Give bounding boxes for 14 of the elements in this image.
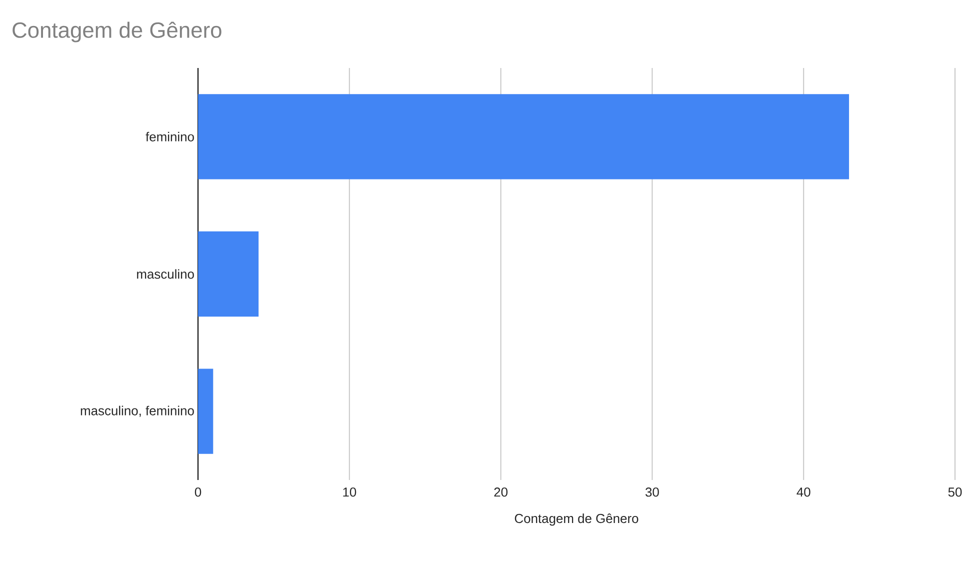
bar [198, 94, 850, 180]
x-tick-label: 0 [194, 488, 202, 497]
bar [198, 231, 259, 317]
y-tick-label: masculino, feminino [80, 406, 194, 417]
y-tick-label: masculino [137, 269, 194, 279]
x-tick-label: 50 [948, 488, 962, 497]
bar [198, 368, 214, 454]
y-tick-label: feminino [146, 132, 194, 142]
x-tick-label: 10 [343, 488, 356, 497]
chart-title: Contagem de Gênero [12, 22, 222, 42]
x-tick-label: 20 [494, 488, 508, 497]
x-axis-title: Contagem de Gênero [514, 514, 638, 526]
x-tick-label: 40 [796, 488, 810, 497]
x-tick-label: 30 [646, 488, 659, 497]
